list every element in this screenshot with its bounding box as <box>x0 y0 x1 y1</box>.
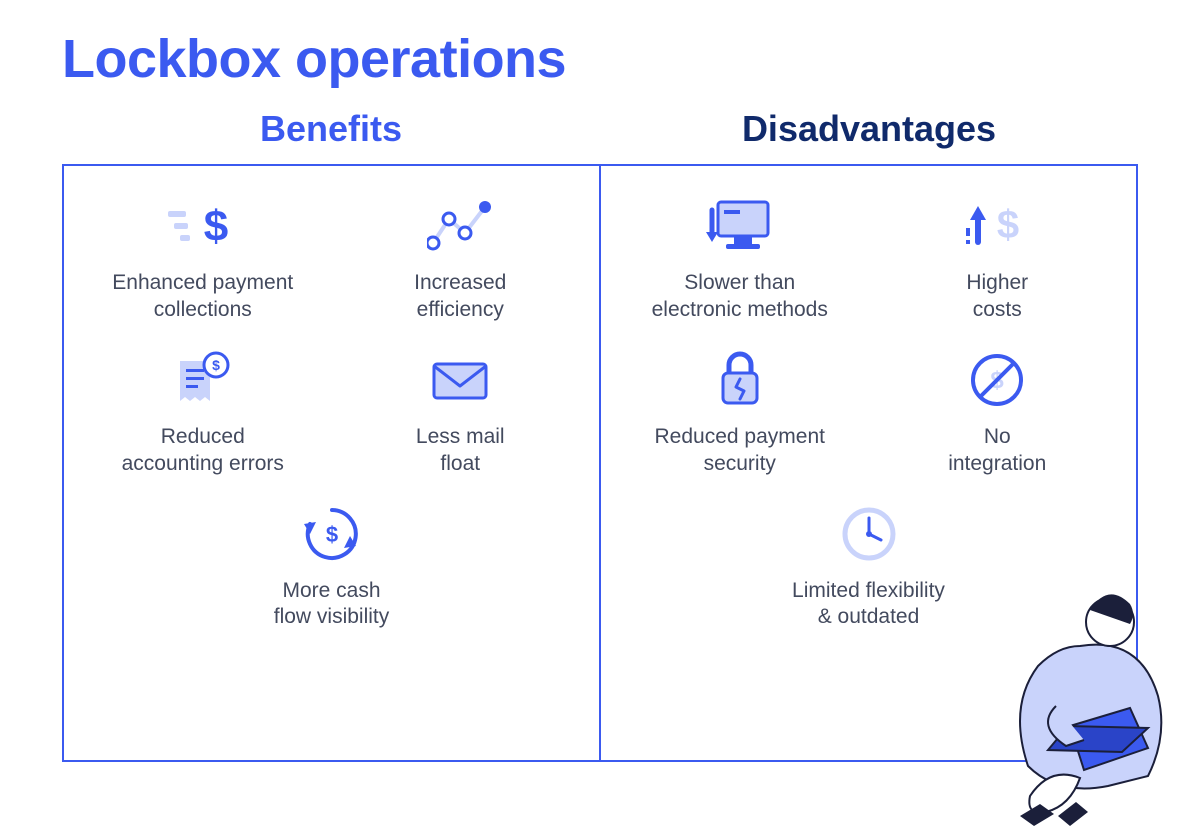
fast-dollar-icon: $ <box>163 194 243 258</box>
benefit-item: $ Enhanced payment collections <box>83 194 323 324</box>
benefits-column: $ Enhanced payment collections I <box>64 166 601 760</box>
monitor-down-icon <box>700 194 780 258</box>
trend-up-icon <box>420 194 500 258</box>
benefit-label: Less mail float <box>416 424 505 478</box>
benefit-item: Less mail float <box>340 348 580 478</box>
benefit-label: Reduced accounting errors <box>122 424 284 478</box>
no-dollar-icon: $ <box>957 348 1037 412</box>
svg-text:$: $ <box>325 522 337 547</box>
disadvantages-heading: Disadvantages <box>600 108 1138 150</box>
benefit-label: Increased efficiency <box>414 270 506 324</box>
benefit-item: Increased efficiency <box>340 194 580 324</box>
disadvantage-label: Reduced payment security <box>655 424 825 478</box>
clock-icon <box>829 502 909 566</box>
comparison-box: $ Enhanced payment collections I <box>62 164 1138 762</box>
disadvantage-item: Slower than electronic methods <box>620 194 860 324</box>
column-headers: Benefits Disadvantages <box>0 108 1200 164</box>
disadvantage-item: Limited flexibility & outdated <box>749 502 989 632</box>
benefits-heading: Benefits <box>62 108 600 150</box>
disadvantage-label: No integration <box>948 424 1046 478</box>
disadvantage-label: Slower than electronic methods <box>652 270 828 324</box>
cash-cycle-icon: $ <box>292 502 372 566</box>
svg-text:$: $ <box>997 203 1019 247</box>
disadvantage-label: Limited flexibility & outdated <box>792 578 945 632</box>
envelope-icon <box>420 348 500 412</box>
svg-text:$: $ <box>204 202 228 251</box>
disadvantages-column: Slower than electronic methods $ Higher … <box>601 166 1136 760</box>
dollar-up-cost-icon: $ <box>957 194 1037 258</box>
benefit-item: $ More cash flow visibility <box>212 502 452 632</box>
lock-broken-icon <box>700 348 780 412</box>
benefit-label: Enhanced payment collections <box>112 270 293 324</box>
svg-text:$: $ <box>212 357 220 373</box>
benefit-label: More cash flow visibility <box>274 578 390 632</box>
benefit-item: $ Reduced accounting errors <box>83 348 323 478</box>
page-title: Lockbox operations <box>0 0 1200 108</box>
disadvantage-item: $ Higher costs <box>877 194 1117 324</box>
receipt-icon: $ <box>163 348 243 412</box>
disadvantage-item: $ No integration <box>877 348 1117 478</box>
disadvantage-label: Higher costs <box>966 270 1028 324</box>
disadvantage-item: Reduced payment security <box>620 348 860 478</box>
